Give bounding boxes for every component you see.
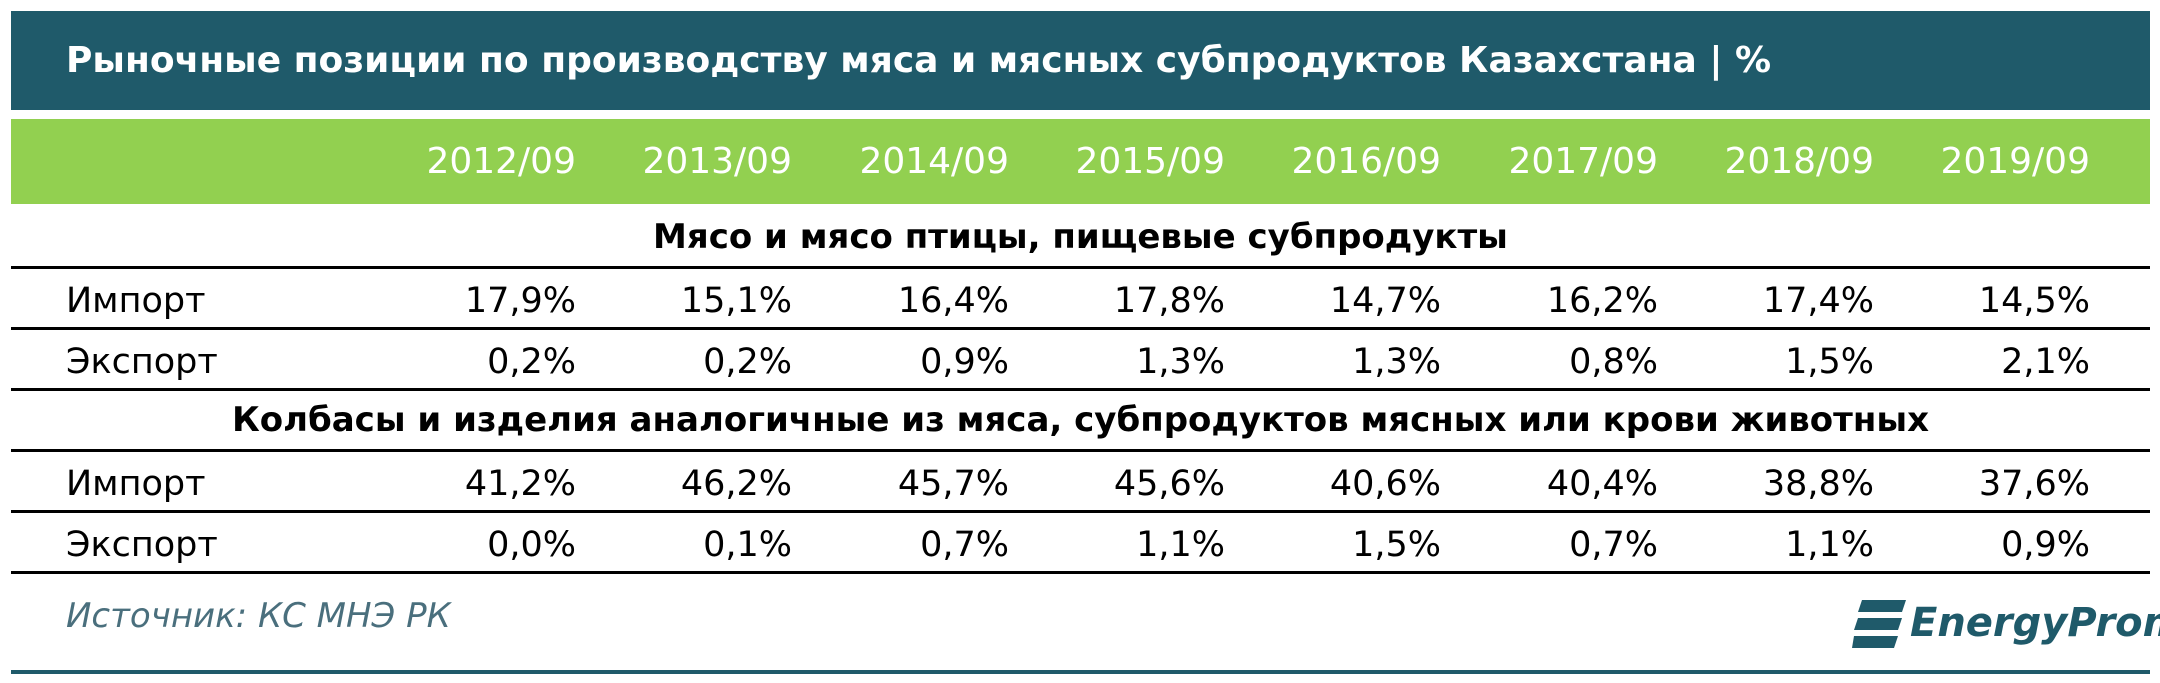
- row-label: Импорт: [66, 281, 206, 321]
- cell: 40,6%: [1329, 464, 1441, 504]
- cell: 0,7%: [920, 525, 1009, 565]
- cell: 1,3%: [1136, 342, 1225, 382]
- row-label: Экспорт: [66, 342, 218, 382]
- header-row: [11, 119, 2150, 204]
- cell: 16,4%: [897, 281, 1009, 321]
- row-label: Импорт: [66, 464, 206, 504]
- section-title: Колбасы и изделия аналогичные из мяса, с…: [231, 400, 1930, 440]
- title: Рыночные позиции по производству мяса и …: [66, 40, 1772, 81]
- rule: [11, 571, 2150, 574]
- cell: 0,9%: [2001, 525, 2090, 565]
- cell: 1,5%: [1352, 525, 1441, 565]
- rule: [11, 510, 2150, 513]
- cell: 46,2%: [680, 464, 792, 504]
- cell: 0,1%: [703, 525, 792, 565]
- bottom-rule: [11, 670, 2150, 674]
- cell: 45,6%: [1113, 464, 1225, 504]
- source: Источник: КС МНЭ РК: [66, 596, 451, 636]
- column-header: 2016/09: [1291, 141, 1441, 182]
- cell: 2,1%: [2001, 342, 2090, 382]
- column-header: 2013/09: [642, 141, 792, 182]
- cell: 15,1%: [680, 281, 792, 321]
- cell: 37,6%: [1978, 464, 2090, 504]
- logo-text: EnergyProm: [1910, 600, 2160, 646]
- cell: 1,1%: [1785, 525, 1874, 565]
- cell: 1,5%: [1785, 342, 1874, 382]
- cell: 17,4%: [1762, 281, 1874, 321]
- cell: 38,8%: [1762, 464, 1874, 504]
- section-title: Мясо и мясо птицы, пищевые субпродукты: [653, 217, 1508, 257]
- rule: [11, 388, 2150, 391]
- rule: [11, 327, 2150, 330]
- cell: 1,3%: [1352, 342, 1441, 382]
- cell: 0,2%: [487, 342, 576, 382]
- title-bar: [11, 11, 2150, 110]
- cell: 41,2%: [464, 464, 576, 504]
- column-header: 2014/09: [859, 141, 1009, 182]
- rule: [11, 266, 2150, 269]
- cell: 14,7%: [1329, 281, 1441, 321]
- cell: 45,7%: [897, 464, 1009, 504]
- cell: 0,8%: [1569, 342, 1658, 382]
- column-header: 2017/09: [1508, 141, 1658, 182]
- row-label: Экспорт: [66, 525, 218, 565]
- column-header: 2019/09: [1940, 141, 2090, 182]
- cell: 17,8%: [1113, 281, 1225, 321]
- cell: 0,2%: [703, 342, 792, 382]
- cell: 0,7%: [1569, 525, 1658, 565]
- logo-icon: [1852, 600, 1906, 648]
- rule: [11, 449, 2150, 452]
- cell: 17,9%: [464, 281, 576, 321]
- column-header: 2015/09: [1075, 141, 1225, 182]
- column-header: 2018/09: [1724, 141, 1874, 182]
- cell: 14,5%: [1978, 281, 2090, 321]
- cell: 0,9%: [920, 342, 1009, 382]
- column-header: 2012/09: [426, 141, 576, 182]
- cell: 16,2%: [1546, 281, 1658, 321]
- cell: 1,1%: [1136, 525, 1225, 565]
- cell: 40,4%: [1546, 464, 1658, 504]
- cell: 0,0%: [487, 525, 576, 565]
